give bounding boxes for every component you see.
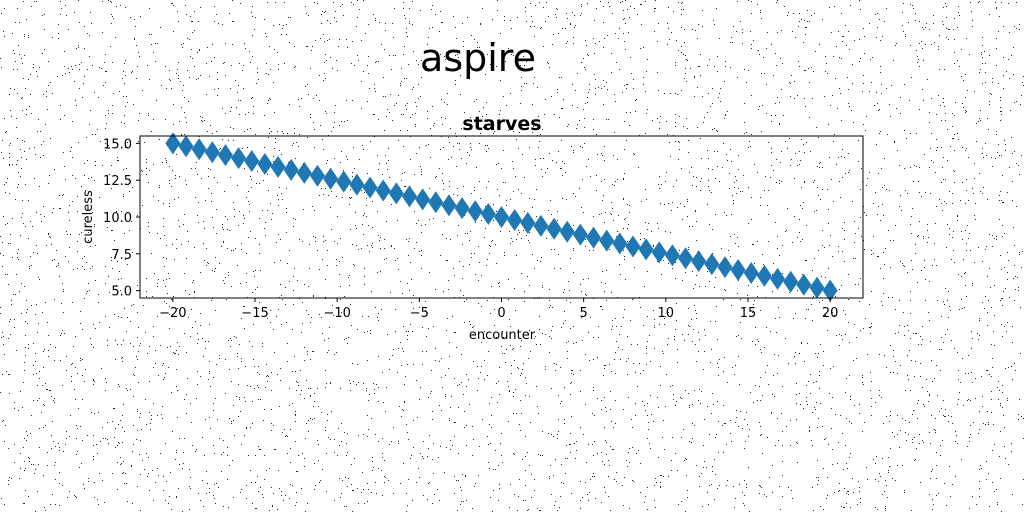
data-point [783, 270, 799, 293]
data-point [178, 135, 194, 158]
data-point [336, 170, 352, 193]
data-point [533, 214, 549, 237]
data-point [296, 161, 312, 184]
data-point [283, 158, 299, 181]
data-point [428, 191, 444, 214]
figure-suptitle: aspire [420, 36, 536, 80]
data-point [717, 256, 733, 279]
data-point [572, 223, 588, 246]
x-tick-label: 10 [658, 306, 675, 321]
data-point [388, 182, 404, 205]
x-axis-label: encounter [469, 328, 536, 343]
data-point [231, 147, 247, 170]
chart-title: starves [462, 113, 541, 135]
data-point [546, 217, 562, 240]
data-point [257, 152, 273, 175]
x-tick-label: −10 [323, 306, 350, 321]
data-point [480, 203, 496, 226]
data-points [165, 132, 838, 302]
y-tick-label: 7.5 [111, 248, 132, 263]
data-point [415, 188, 431, 211]
data-point [217, 144, 233, 167]
y-axis-label: cureless [81, 190, 96, 244]
data-point [756, 264, 772, 287]
data-point [651, 241, 667, 264]
data-point [467, 200, 483, 223]
y-axis: 5.0 7.5 10.0 12.5 15.0 [103, 137, 140, 300]
data-point [743, 261, 759, 284]
data-point [165, 132, 181, 155]
x-tick-label: 5 [580, 306, 588, 321]
x-tick-label: 0 [497, 306, 505, 321]
x-tick-label: −20 [159, 306, 186, 321]
data-point [520, 211, 536, 234]
data-point [599, 229, 615, 252]
data-point [244, 150, 260, 173]
y-tick-label: 5.0 [111, 285, 132, 300]
data-point [507, 208, 523, 231]
x-tick-label: 20 [822, 306, 839, 321]
x-axis: −20 −15 −10 −5 0 5 10 15 20 [159, 298, 838, 321]
data-point [270, 155, 286, 178]
data-point [401, 185, 417, 208]
y-tick-label: 12.5 [103, 174, 132, 189]
data-point [454, 197, 470, 220]
data-point [625, 235, 641, 258]
data-point [638, 238, 654, 261]
data-point [494, 206, 509, 228]
data-point [691, 250, 707, 273]
data-point [664, 244, 680, 267]
data-point [191, 138, 207, 161]
y-tick-label: 15.0 [103, 137, 132, 152]
data-point [809, 276, 825, 299]
x-tick-label: −15 [241, 306, 268, 321]
data-point [822, 279, 838, 302]
data-point [559, 220, 575, 243]
data-point [323, 167, 339, 190]
data-point [309, 164, 325, 187]
data-point [362, 176, 378, 199]
data-point [704, 253, 720, 276]
data-point [441, 194, 457, 217]
x-tick-label: −5 [410, 306, 429, 321]
data-point [349, 173, 365, 196]
data-point [375, 179, 391, 202]
data-point [730, 259, 746, 282]
data-point [678, 247, 694, 270]
data-point [204, 141, 220, 164]
y-tick-label: 10.0 [103, 211, 132, 226]
data-point [796, 273, 812, 296]
x-tick-label: 15 [740, 306, 757, 321]
data-point [770, 267, 786, 290]
data-point [612, 232, 628, 255]
data-point [586, 226, 602, 249]
